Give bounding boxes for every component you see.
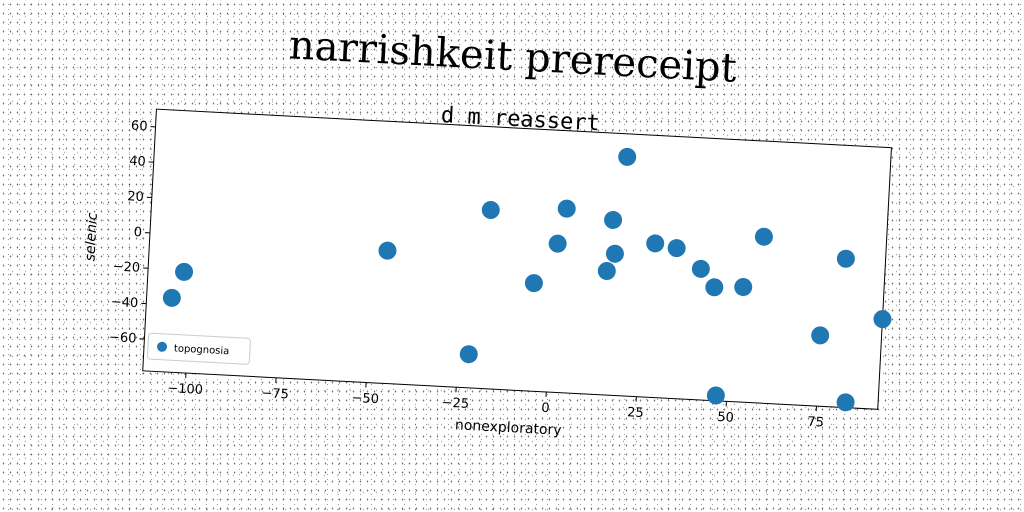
x-tick-label: −25 — [441, 395, 469, 411]
data-point — [605, 244, 624, 263]
y-tick-label: 20 — [127, 189, 144, 205]
data-point — [734, 278, 753, 297]
data-point — [604, 210, 623, 229]
y-tick-label: 40 — [129, 154, 146, 170]
legend: topognosia — [147, 332, 251, 365]
data-point — [524, 274, 543, 293]
data-point — [646, 234, 665, 253]
legend-box — [147, 332, 251, 365]
data-point — [618, 147, 637, 166]
data-point — [548, 234, 567, 253]
x-tick-label: −50 — [351, 391, 379, 407]
data-point — [873, 310, 892, 329]
data-point — [706, 386, 725, 405]
legend-marker — [157, 341, 168, 352]
x-tick-label: 50 — [717, 410, 734, 426]
data-point — [836, 393, 855, 412]
x-axis: −100 −75 −50 −25 0 25 50 75 — [167, 373, 824, 431]
data-point — [754, 227, 773, 246]
x-tick-label: 0 — [541, 401, 550, 416]
x-tick-label: −100 — [167, 381, 203, 398]
data-point — [459, 345, 478, 364]
data-point — [597, 262, 616, 281]
x-tick-label: −75 — [261, 386, 289, 402]
data-point — [378, 241, 397, 260]
data-point — [811, 326, 830, 345]
x-tick-label: 75 — [807, 415, 824, 431]
x-axis-label: nonexploratory — [455, 417, 562, 439]
points-layer — [162, 147, 892, 412]
plot-area — [142, 108, 892, 410]
y-tick-label: −40 — [110, 295, 138, 311]
data-point — [691, 259, 710, 278]
y-tick-label: −60 — [109, 330, 137, 346]
data-point — [836, 249, 855, 268]
y-axis: −60 −40 −20 0 20 40 60 — [109, 119, 156, 347]
y-tick-label: 60 — [131, 119, 148, 135]
y-axis-label: selenic — [82, 212, 101, 262]
x-tick-label: 25 — [627, 405, 644, 421]
plot-group: d m reassert −100 −75 −50 −25 0 25 50 75 −60−40… — [82, 103, 892, 439]
data-point — [162, 288, 181, 307]
data-point — [667, 239, 686, 258]
y-tick-label: −20 — [112, 259, 140, 275]
data-point — [557, 199, 576, 218]
data-point — [705, 278, 724, 297]
y-tick-label: 0 — [133, 225, 142, 240]
data-point — [481, 200, 500, 219]
legend-label: topognosia — [174, 343, 230, 357]
data-point — [175, 262, 194, 281]
